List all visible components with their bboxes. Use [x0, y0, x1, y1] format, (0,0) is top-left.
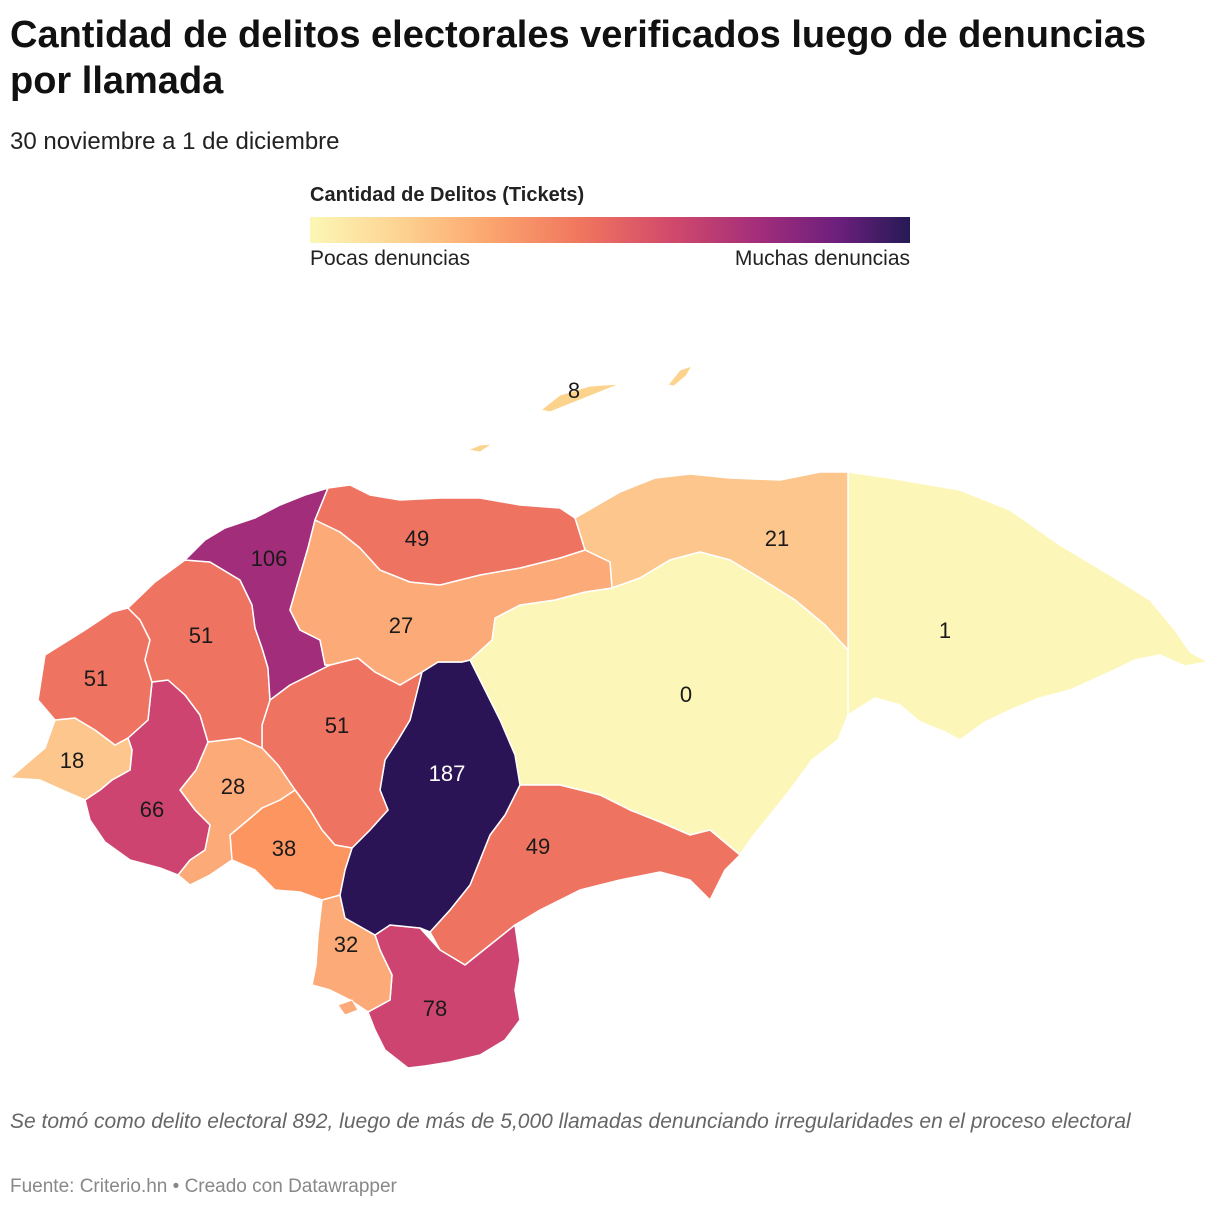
label-lempira: 66: [140, 797, 164, 822]
region-islas-de-la-bahia[interactable]: [539, 383, 621, 413]
region-gracias-a-dios[interactable]: [847, 471, 1209, 741]
chart-title: Cantidad de delitos electorales verifica…: [10, 14, 1147, 102]
label-el-paraiso: 49: [526, 834, 550, 859]
legend-title: Cantidad de Delitos (Tickets): [310, 184, 585, 206]
legend-low-label: Pocas denuncias: [310, 247, 470, 270]
color-legend: Cantidad de Delitos (Tickets) Pocas denu…: [310, 184, 910, 271]
region-copan[interactable]: [37, 607, 153, 746]
choropleth-map: 8 49 21 106 51 27 1 51 0 51 18 187 28 66…: [9, 365, 1209, 1069]
label-santa-barbara: 51: [189, 623, 213, 648]
label-cortes: 106: [251, 546, 288, 571]
label-valle: 32: [334, 932, 358, 957]
label-la-paz: 38: [272, 836, 296, 861]
chart-subtitle: 30 noviembre a 1 de diciembre: [10, 128, 340, 155]
label-intibuca: 28: [221, 774, 245, 799]
legend-high-label: Muchas denuncias: [734, 247, 910, 270]
label-ocotepeque: 18: [60, 748, 84, 773]
legend-labels: Pocas denuncias Muchas denuncias: [310, 247, 910, 271]
label-olancho: 0: [680, 682, 692, 707]
label-atlantida: 49: [405, 526, 429, 551]
label-islas: 8: [568, 378, 580, 403]
label-colon: 21: [765, 526, 789, 551]
legend-gradient-bar: [310, 217, 910, 243]
source-credit: Fuente: Criterio.hn • Creado con Datawra…: [10, 1176, 397, 1197]
region-islas-de-la-bahia-west[interactable]: [466, 443, 493, 453]
label-copan: 51: [84, 666, 108, 691]
region-atlantida[interactable]: [314, 484, 586, 586]
label-choluteca: 78: [423, 996, 447, 1021]
label-yoro: 27: [389, 613, 413, 638]
label-comayagua: 51: [325, 713, 349, 738]
region-valle-island[interactable]: [337, 999, 359, 1016]
footnote: Se tomó como delito electoral 892, luego…: [10, 1110, 1131, 1133]
label-gracias-a-dios: 1: [939, 618, 951, 643]
label-francisco-morazan: 187: [429, 761, 466, 786]
region-islas-de-la-bahia-east[interactable]: [667, 365, 694, 387]
